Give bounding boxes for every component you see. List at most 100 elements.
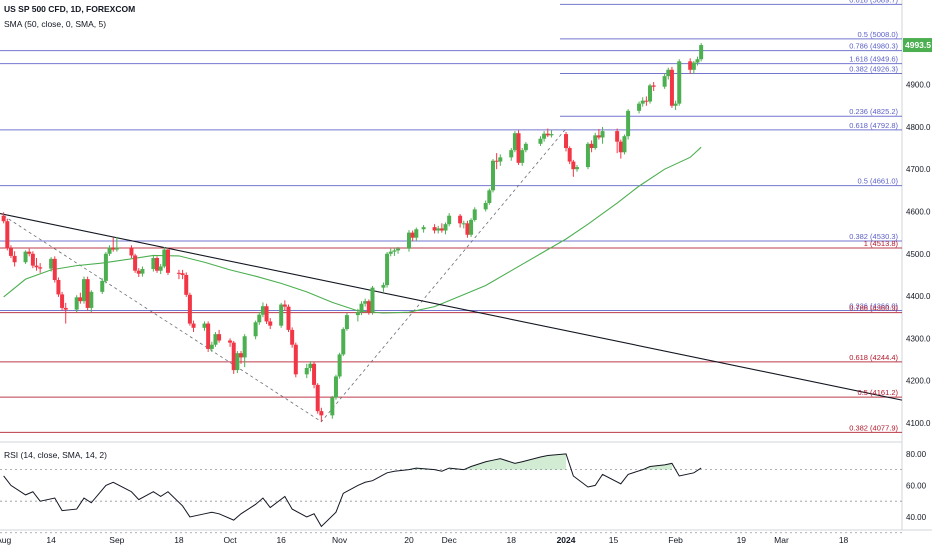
candle: [589, 143, 594, 149]
time-tick-label: 19: [737, 535, 747, 545]
rsi-overbought-fill: [449, 453, 567, 470]
candle: [388, 251, 393, 254]
rsi-line: [3, 453, 702, 528]
time-tick-label: 18: [174, 535, 184, 545]
candle: [136, 270, 141, 274]
time-tick-label: 15: [609, 535, 619, 545]
candle: [699, 45, 704, 60]
candle: [155, 258, 160, 271]
symbol-title[interactable]: US SP 500 CFD, 1D, FOREXCOM: [4, 4, 136, 14]
candle: [165, 249, 170, 273]
candle: [439, 228, 444, 231]
candle: [209, 344, 214, 349]
candle: [509, 150, 514, 158]
price-tick-label: 4700.0: [906, 165, 931, 174]
candle: [626, 110, 631, 137]
candle: [107, 247, 112, 254]
fib-label: 0.382 (4077.9): [849, 423, 898, 432]
last-price-label: 4993.5: [903, 38, 932, 53]
candle: [410, 232, 415, 238]
candle: [184, 274, 189, 295]
candle: [103, 253, 108, 281]
candle: [538, 138, 543, 144]
candle: [63, 307, 68, 310]
price-tick-label: 4600.0: [906, 207, 931, 216]
rsi-tick-label: 60.00: [906, 481, 927, 490]
candle: [217, 334, 222, 341]
fib-label: 0.5 (5008.0): [858, 30, 899, 39]
rsi-indicator-label[interactable]: RSI (14, close, SMA, 14, 2): [4, 450, 107, 460]
candle: [407, 232, 412, 249]
candle: [231, 342, 236, 371]
candle: [666, 69, 671, 77]
fib-label: 0.618 (4244.4): [849, 353, 898, 362]
candle: [363, 301, 368, 304]
candle: [279, 304, 284, 326]
candle: [677, 61, 682, 104]
candle: [180, 273, 185, 275]
candle: [593, 135, 598, 149]
candle: [293, 344, 298, 375]
candle: [421, 227, 426, 230]
candle: [8, 248, 13, 256]
price-tick-label: 4500.0: [906, 250, 931, 259]
candle: [49, 258, 54, 269]
zigzag-line: [3, 128, 567, 423]
last-price-box: [903, 38, 932, 53]
candle: [564, 134, 569, 149]
sma-indicator-label[interactable]: SMA (50, close, 0, SMA, 5): [4, 19, 107, 29]
candle: [81, 279, 86, 302]
time-tick-label: Sep: [109, 535, 124, 545]
price-axis[interactable]: 4100.0 4200.0 4300.0 4400.0 4500.0 4600.0 4700…: [906, 81, 931, 428]
fib-label: 0.382 (4926.3): [849, 64, 898, 73]
candle: [213, 334, 218, 345]
candle: [337, 354, 342, 377]
candle: [651, 85, 656, 87]
fib-label: 0.5 (4661.0): [858, 177, 899, 186]
time-tick-label: Dec: [442, 535, 458, 545]
candle: [465, 223, 470, 235]
fib-label: 0.5 (4161.2): [858, 388, 899, 397]
candle: [483, 203, 488, 210]
price-tick-label: 4900.0: [906, 81, 931, 90]
candle: [27, 251, 32, 254]
candle: [498, 157, 503, 162]
fibonacci-labels: 0.618 (5089.7) 0.5 (5008.0) 0.786 (4980.3)…: [849, 0, 898, 432]
candle: [268, 321, 273, 326]
candle: [600, 131, 605, 138]
fib-label: 0.618 (4792.8): [849, 121, 898, 130]
candle: [443, 224, 448, 231]
candle: [187, 294, 192, 324]
time-tick-label: 2024: [557, 535, 576, 545]
time-tick-label: 16: [276, 535, 286, 545]
fib-label: 0.236 (4366.0): [849, 301, 898, 310]
candle: [414, 229, 419, 238]
candle: [286, 306, 291, 330]
candle: [158, 266, 163, 271]
candle: [176, 272, 181, 274]
candle: [23, 251, 28, 263]
candlestick-series[interactable]: [1, 43, 704, 422]
candle: [396, 248, 401, 251]
sma-layer: [3, 146, 702, 314]
candle: [74, 297, 79, 310]
candle: [1, 215, 6, 222]
fibonacci-levels: [0, 3, 902, 433]
candle: [487, 190, 492, 204]
fib-label: 0.786 (4980.3): [849, 42, 898, 51]
candle: [290, 329, 295, 345]
rsi-tick-label: 40.00: [906, 513, 927, 522]
time-axis[interactable]: Aug 14 Sep 18 Oct 16 Nov 20 Dec 18 2024 15 Feb 19 Mar 1…: [0, 535, 849, 545]
candle: [688, 61, 693, 70]
candle: [341, 329, 346, 355]
price-tick-label: 4800.0: [906, 123, 931, 132]
candle: [673, 103, 678, 106]
candle: [60, 294, 65, 308]
candle: [585, 143, 590, 168]
rsi-pane[interactable]: 40.00 60.00 80.00: [0, 450, 927, 534]
time-tick-label: Oct: [223, 535, 237, 545]
candle: [264, 306, 269, 322]
candle: [574, 167, 579, 170]
candle: [366, 301, 371, 313]
